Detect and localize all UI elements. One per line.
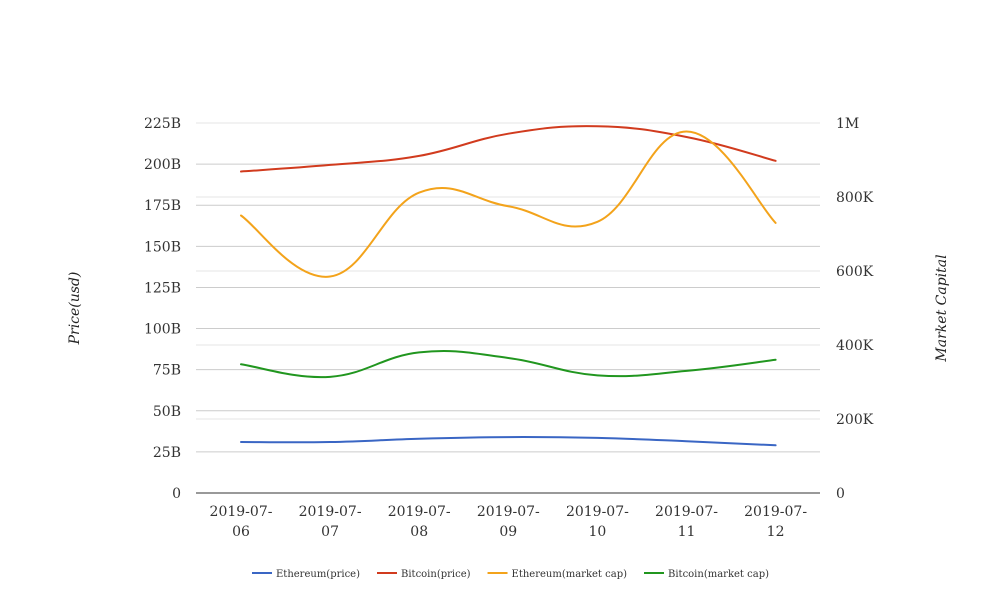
left-tick-label: 125B bbox=[144, 280, 181, 296]
right-tick-label: 200K bbox=[836, 412, 874, 428]
left-tick-label: 100B bbox=[144, 322, 181, 338]
legend: Ethereum(price) Bitcoin(price) Ethereum(ma… bbox=[252, 569, 769, 580]
series-lines bbox=[240, 125, 777, 447]
series-line-ethereum-price bbox=[240, 436, 777, 447]
right-tick-label: 400K bbox=[836, 338, 874, 354]
series-line-ethereum-market-cap bbox=[240, 130, 777, 278]
series-line-bitcoin-price bbox=[240, 125, 777, 173]
left-axis-title: Price(usd) bbox=[67, 272, 83, 346]
tick-labels: 0 25B 50B 75B 100B 125B 150B 175B 200B 225B 0 200K 4… bbox=[67, 116, 950, 540]
right-axis-title: Market Capital bbox=[934, 254, 950, 362]
legend-label: Bitcoin(price) bbox=[401, 569, 471, 580]
legend-item[interactable]: Ethereum(price) bbox=[252, 569, 360, 580]
x-tick-label: 2019-07-06 bbox=[210, 504, 273, 540]
right-tick-label: 1M bbox=[836, 116, 859, 132]
legend-item[interactable]: Bitcoin(price) bbox=[377, 569, 471, 580]
x-tick-label: 2019-07-09 bbox=[477, 504, 540, 540]
right-tick-label: 600K bbox=[836, 264, 874, 280]
legend-item[interactable]: Bitcoin(market cap) bbox=[644, 569, 769, 580]
left-tick-label: 25B bbox=[153, 445, 181, 461]
left-tick-label: 150B bbox=[144, 239, 181, 255]
right-tick-label: 0 bbox=[836, 486, 845, 502]
x-tick-label: 2019-07-08 bbox=[388, 504, 451, 540]
left-tick-label: 75B bbox=[153, 363, 181, 379]
legend-label: Bitcoin(market cap) bbox=[668, 569, 769, 580]
right-tick-label: 800K bbox=[836, 190, 874, 206]
x-tick-label: 2019-07-11 bbox=[655, 504, 718, 540]
left-tick-label: 225B bbox=[144, 116, 181, 132]
left-tick-label: 50B bbox=[153, 404, 181, 420]
series-line-bitcoin-market-cap bbox=[240, 350, 777, 379]
x-tick-label: 2019-07-12 bbox=[744, 504, 807, 540]
legend-label: Ethereum(market cap) bbox=[512, 569, 628, 580]
left-tick-label: 0 bbox=[172, 486, 181, 502]
legend-item[interactable]: Ethereum(market cap) bbox=[487, 569, 628, 580]
legend-label: Ethereum(price) bbox=[276, 569, 360, 580]
left-tick-label: 175B bbox=[144, 198, 181, 214]
left-tick-label: 200B bbox=[144, 157, 181, 173]
x-tick-label: 2019-07-07 bbox=[299, 504, 362, 540]
x-tick-label: 2019-07-10 bbox=[566, 504, 629, 540]
grid-lines bbox=[196, 122, 820, 453]
